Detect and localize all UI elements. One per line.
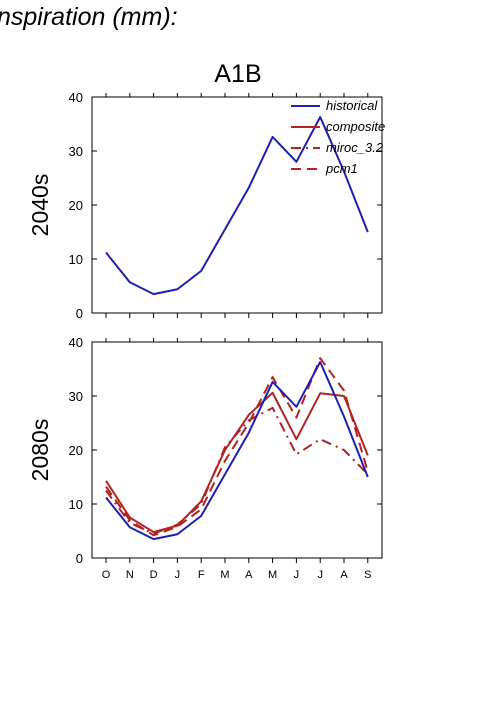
x-tick-label: N (126, 569, 134, 581)
legend-label-miroc_3.2: miroc_3.2 (326, 140, 384, 155)
y-tick-label: 40 (69, 335, 83, 350)
y-tick-label: 10 (69, 497, 83, 512)
x-tick-label: A (245, 569, 253, 581)
y-tick-label: 40 (69, 90, 83, 105)
x-tick-label: D (150, 569, 158, 581)
chart-panels: 0 10 20 30 40 2040s historical composite miroc_3… (27, 90, 385, 581)
panel-2080s: 0 10 20 30 40 O N D J F M A M J J A S 2080s (27, 335, 383, 581)
series-line-historical (105, 360, 369, 541)
x-tick-label: O (102, 569, 111, 581)
y-tick-label: 20 (69, 443, 83, 458)
chart-title: A1B (214, 60, 261, 88)
y-tick-label: 0 (76, 551, 83, 566)
header-text: nspiration (mm): (0, 3, 178, 31)
y-tick-label: 30 (69, 144, 83, 159)
legend: historical composite miroc_3.2 pcm1 (291, 98, 385, 176)
y-tick-label: 20 (69, 198, 83, 213)
x-tick-label: F (198, 569, 205, 581)
row-label: 2080s (27, 419, 53, 482)
legend-label-pcm1: pcm1 (325, 161, 358, 176)
series-line-miroc_3.2 (105, 406, 369, 535)
x-tick-label: J (294, 569, 300, 581)
x-tick-label: M (268, 569, 277, 581)
legend-label-historical: historical (326, 98, 378, 113)
panel-2040s: 0 10 20 30 40 2040s historical composite miroc_3… (27, 90, 385, 321)
series-line-composite (105, 391, 369, 534)
series-line-historical (105, 115, 369, 296)
row-label: 2040s (27, 174, 53, 237)
y-tick-label: 10 (69, 252, 83, 267)
x-tick-label: M (220, 569, 229, 581)
x-tick-label: J (317, 569, 323, 581)
y-tick-label: 30 (69, 389, 83, 404)
y-tick-label: 0 (76, 306, 83, 321)
x-tick-label: A (340, 569, 348, 581)
x-tick-label: S (364, 569, 371, 581)
x-tick-label: J (175, 569, 181, 581)
series-line-pcm1 (105, 357, 369, 537)
legend-label-composite: composite (326, 119, 385, 134)
